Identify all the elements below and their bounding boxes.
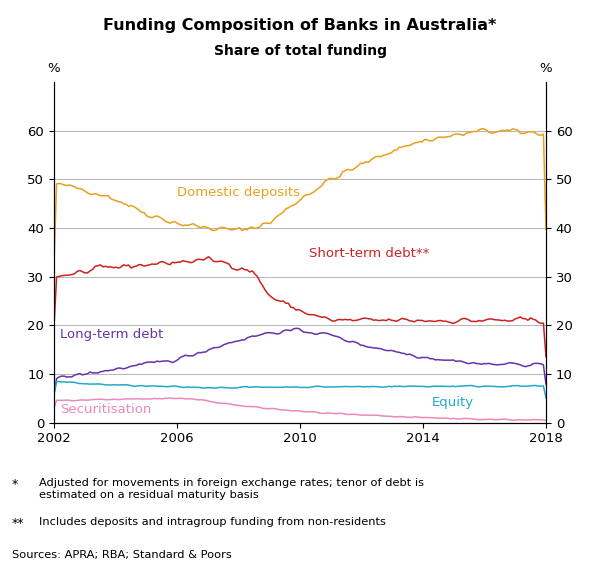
Text: Securitisation: Securitisation <box>60 403 152 416</box>
Text: Domestic deposits: Domestic deposits <box>177 187 300 200</box>
Text: Adjusted for movements in foreign exchange rates; tenor of debt is
estimated on : Adjusted for movements in foreign exchan… <box>39 478 424 500</box>
Text: Share of total funding: Share of total funding <box>214 44 386 58</box>
Text: **: ** <box>12 517 25 529</box>
Text: Funding Composition of Banks in Australia*: Funding Composition of Banks in Australi… <box>103 18 497 33</box>
Text: *: * <box>12 478 18 491</box>
Text: %: % <box>47 62 61 75</box>
Text: Equity: Equity <box>432 396 475 409</box>
Text: Includes deposits and intragroup funding from non-residents: Includes deposits and intragroup funding… <box>39 517 386 527</box>
Text: Sources: APRA; RBA; Standard & Poors: Sources: APRA; RBA; Standard & Poors <box>12 550 232 560</box>
Text: Long-term debt: Long-term debt <box>60 328 163 340</box>
Text: Short-term debt**: Short-term debt** <box>309 247 430 260</box>
Text: %: % <box>539 62 553 75</box>
